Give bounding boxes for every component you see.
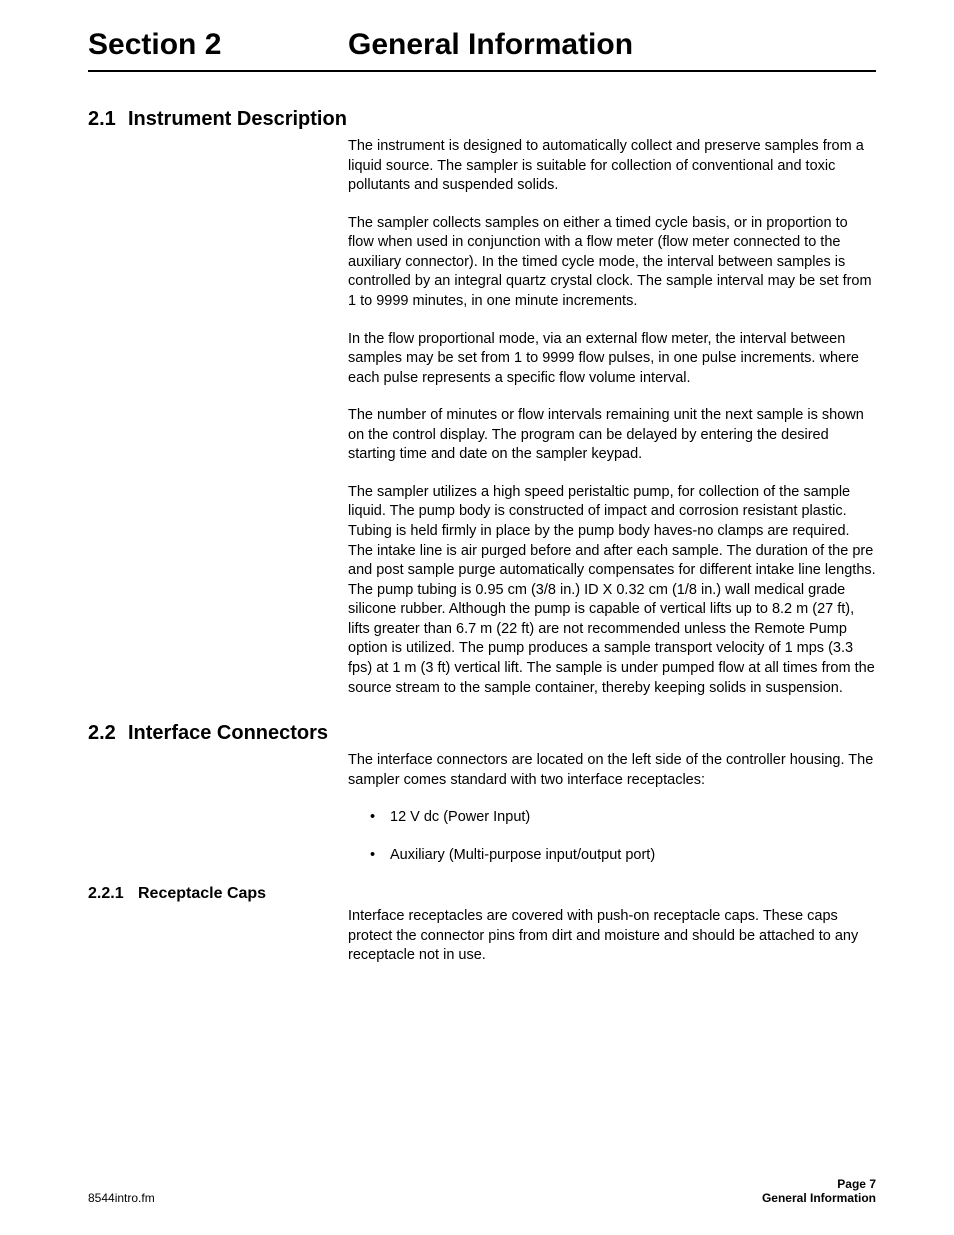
paragraph: Interface receptacles are covered with p… — [348, 907, 876, 966]
paragraph: The instrument is designed to automatica… — [348, 137, 876, 196]
heading-number: 2.2.1 — [88, 885, 138, 903]
paragraph: The number of minutes or flow intervals … — [348, 406, 876, 465]
heading-2-2: 2.2 Interface Connectors — [88, 722, 876, 745]
page: Section 2 General Information 2.1 Instru… — [0, 0, 954, 1235]
paragraph: The interface connectors are located on … — [348, 751, 876, 790]
heading-text: Receptacle Caps — [138, 885, 266, 903]
heading-2-2-1: 2.2.1 Receptacle Caps — [88, 885, 876, 903]
paragraph: In the flow proportional mode, via an ex… — [348, 330, 876, 389]
paragraph: The sampler collects samples on either a… — [348, 214, 876, 312]
footer-right: Page 7 General Information — [762, 1177, 876, 1205]
list-item: 12 V dc (Power Input) — [370, 808, 876, 828]
footer-file: 8544intro.fm — [88, 1191, 155, 1205]
section-label: Section 2 — [88, 28, 348, 62]
section-title: General Information — [348, 28, 633, 62]
page-header: Section 2 General Information — [88, 28, 876, 72]
body-2-1: The instrument is designed to automatica… — [348, 137, 876, 698]
footer-section-title: General Information — [762, 1191, 876, 1205]
list-item: Auxiliary (Multi-purpose input/output po… — [370, 846, 876, 866]
footer-page-number: Page 7 — [762, 1177, 876, 1191]
heading-2-1: 2.1 Instrument Description — [88, 108, 876, 131]
heading-text: Instrument Description — [128, 108, 347, 131]
heading-text: Interface Connectors — [128, 722, 328, 745]
page-footer: 8544intro.fm Page 7 General Information — [88, 1177, 876, 1205]
body-2-2-1: Interface receptacles are covered with p… — [348, 907, 876, 966]
heading-number: 2.2 — [88, 722, 128, 745]
paragraph: The sampler utilizes a high speed perist… — [348, 483, 876, 698]
heading-number: 2.1 — [88, 108, 128, 131]
bullet-list: 12 V dc (Power Input) Auxiliary (Multi-p… — [348, 808, 876, 865]
body-2-2: The interface connectors are located on … — [348, 751, 876, 865]
